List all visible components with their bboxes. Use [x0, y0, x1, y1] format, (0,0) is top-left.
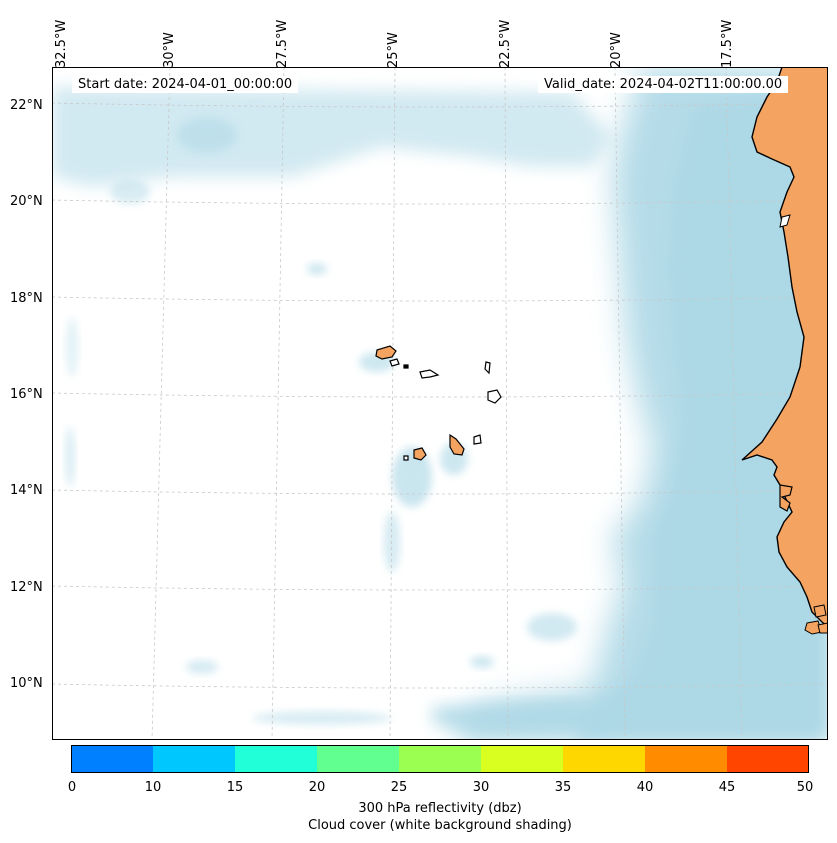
map-frame: [52, 67, 828, 740]
colorbar-segment: [71, 745, 153, 773]
island-sal: [484, 361, 491, 375]
island-maio: [473, 434, 482, 445]
island-fogo: [413, 447, 427, 461]
colorbar-tick: 10: [144, 780, 162, 795]
lon-label-25w: 25°W: [386, 32, 401, 68]
colorbar-tick: 25: [390, 780, 408, 795]
colorbar-tick: 45: [718, 780, 736, 795]
senegal-gambia-coast: [779, 484, 793, 512]
bissagos-island-3: [817, 622, 828, 634]
cloud-wisp-9: [65, 427, 75, 487]
cloud-wisp-4: [384, 512, 400, 572]
lat-label-16n: 16°N: [10, 387, 43, 402]
cloud-north-wisps: [52, 87, 612, 187]
colorbar-segment: [399, 745, 481, 773]
colorbar-tick: 40: [636, 780, 654, 795]
west-africa-land: [741, 67, 828, 628]
colorbar-segment: [153, 745, 235, 773]
colorbar-segment: [317, 745, 399, 773]
cloud-east-core: [572, 87, 828, 740]
colorbar-segment: [563, 745, 645, 773]
island-santa-luzia: [403, 364, 409, 369]
cloud-wisp-1: [177, 117, 237, 153]
valid-date-label: Valid_date: 2024-04-02T11:00:00.00: [538, 76, 789, 93]
lat-label-14n: 14°N: [10, 483, 43, 498]
island-brava: [403, 455, 409, 461]
colorbar-segment: [235, 745, 317, 773]
cloud-wisp-5: [527, 613, 577, 641]
colorbar-segment: [645, 745, 727, 773]
cloud-wisp-6: [470, 656, 494, 668]
island-sao-nicolau: [419, 369, 440, 379]
colorbar-tick: 30: [472, 780, 490, 795]
cloud-wisp-3: [307, 263, 327, 275]
lon-label-22-5w: 22.5°W: [498, 19, 513, 68]
colorbar-tick: 35: [554, 780, 572, 795]
lon-label-27-5w: 27.5°W: [275, 19, 290, 68]
colorbar-tick: 50: [796, 780, 814, 795]
colorbar-tick: 15: [226, 780, 244, 795]
cloud-wisp-10: [66, 317, 78, 377]
colorbar-tick: 20: [308, 780, 326, 795]
lat-label-22n: 22°N: [10, 98, 43, 113]
island-boa-vista: [487, 389, 502, 404]
cloud-wisp-8: [252, 711, 392, 725]
cloud-south-strip: [432, 702, 612, 735]
bissagos-island-1: [813, 604, 827, 618]
cloud-wisp-2: [110, 180, 150, 204]
cloud-wisp-7: [186, 660, 218, 674]
lon-label-32-5w: 32.5°W: [54, 19, 69, 68]
colorbar-segment: [727, 745, 809, 773]
lon-label-20w: 20°W: [609, 32, 624, 68]
cloud-island-south-1: [392, 447, 432, 507]
colorbar: [71, 745, 809, 773]
cabo-verde-islands: [375, 345, 502, 461]
lat-label-20n: 20°N: [10, 194, 43, 209]
lon-label-17-5w: 17.5°W: [720, 19, 735, 68]
coast-inlet-north: [779, 214, 791, 228]
colorbar-segment: [481, 745, 563, 773]
cloud-cover-layer: [52, 67, 828, 740]
start-date-label: Start date: 2024-04-01_00:00:00: [72, 76, 299, 93]
lat-label-18n: 18°N: [10, 291, 43, 306]
colorbar-label: 300 hPa reflectivity (dbz): [358, 801, 522, 816]
lon-label-30w: 30°W: [162, 32, 177, 68]
colorbar-sublabel: Cloud cover (white background shading): [308, 818, 572, 833]
map-panel: [52, 67, 828, 740]
lat-label-12n: 12°N: [10, 580, 43, 595]
island-sao-vicente: [389, 358, 400, 367]
island-santo-antao: [375, 345, 397, 360]
colorbar-tick: 0: [67, 780, 77, 795]
island-santiago: [449, 433, 465, 456]
gridlines: [52, 67, 828, 740]
bissagos-island-2: [804, 620, 823, 635]
lat-label-10n: 10°N: [10, 676, 43, 691]
